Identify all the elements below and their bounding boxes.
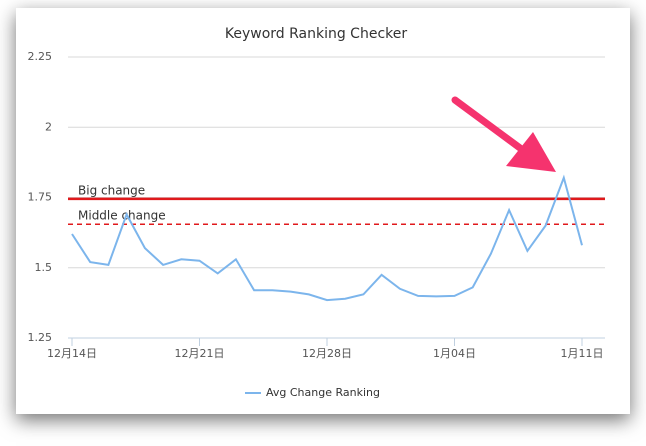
y-tick-label: 1.25 [28,331,53,344]
arrow-shaft [451,96,524,152]
legend-label: Avg Change Ranking [266,386,380,399]
arrow-head [506,132,556,172]
y-tick-label: 1.5 [35,261,53,274]
plot-line-label: Big change [78,183,145,197]
x-tick-label: 1月04日 [433,347,476,360]
series-line [71,174,583,302]
y-tick-label: 2 [45,120,52,133]
x-tick-label: 12月28日 [302,347,352,360]
chart-card [16,8,630,414]
y-tick-label: 2.25 [28,50,53,63]
y-tick-label: 1.75 [28,191,53,204]
x-tick-label: 12月21日 [175,347,225,360]
x-tick-label: 12月14日 [47,347,97,360]
annotation-arrow [451,96,556,172]
chart-title: Keyword Ranking Checker [225,26,408,42]
x-tick-label: 1月11日 [561,347,604,360]
plot-line-label: Middle change [78,209,166,223]
